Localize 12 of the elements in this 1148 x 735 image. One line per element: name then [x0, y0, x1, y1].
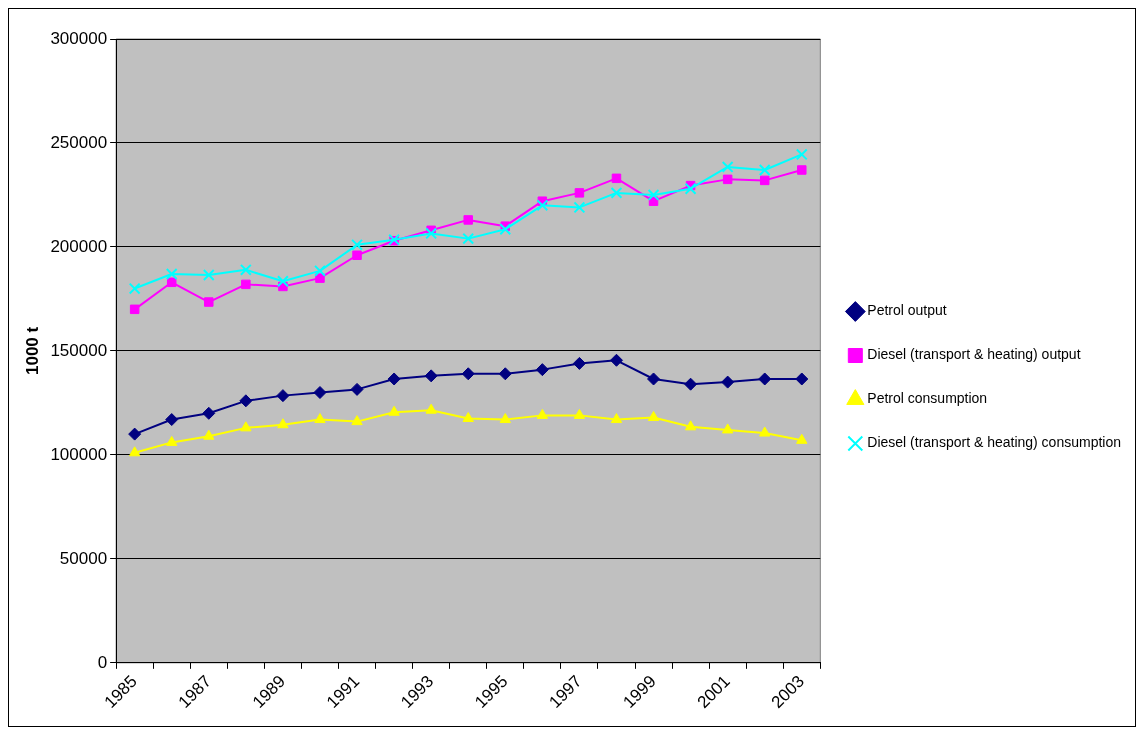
y-tick-label: 300000	[50, 28, 108, 48]
y-tick-label: 50000	[59, 548, 108, 568]
y-tick-label: 0	[97, 652, 108, 672]
y-axis-title: 1000 t	[22, 326, 42, 376]
y-tick-label: 200000	[50, 236, 108, 256]
y-tick-label: 100000	[50, 444, 108, 464]
y-tick-label: 250000	[50, 132, 108, 152]
legend-label: Diesel (transport & heating) consumption	[867, 434, 1122, 451]
y-tick-label: 150000	[50, 340, 108, 360]
legend-label: Petrol consumption	[867, 390, 988, 407]
legend-label: Petrol output	[867, 302, 947, 319]
legend-label: Diesel (transport & heating) output	[867, 346, 1081, 363]
